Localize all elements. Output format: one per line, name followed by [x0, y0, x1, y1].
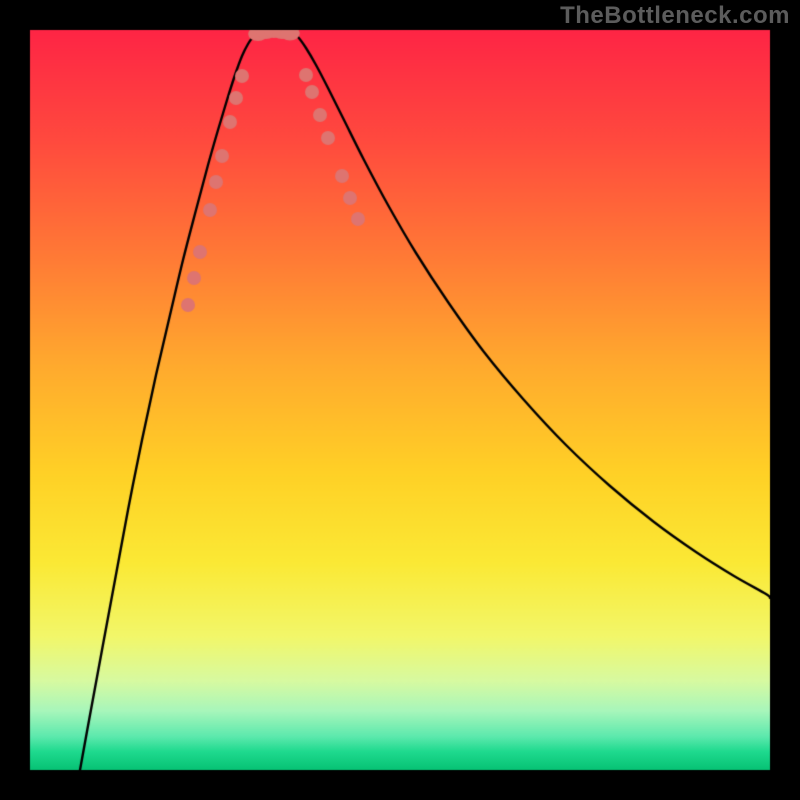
watermark-text: TheBottleneck.com	[560, 2, 790, 30]
bottleneck-chart-canvas	[0, 0, 800, 800]
chart-root: TheBottleneck.com	[0, 0, 800, 800]
